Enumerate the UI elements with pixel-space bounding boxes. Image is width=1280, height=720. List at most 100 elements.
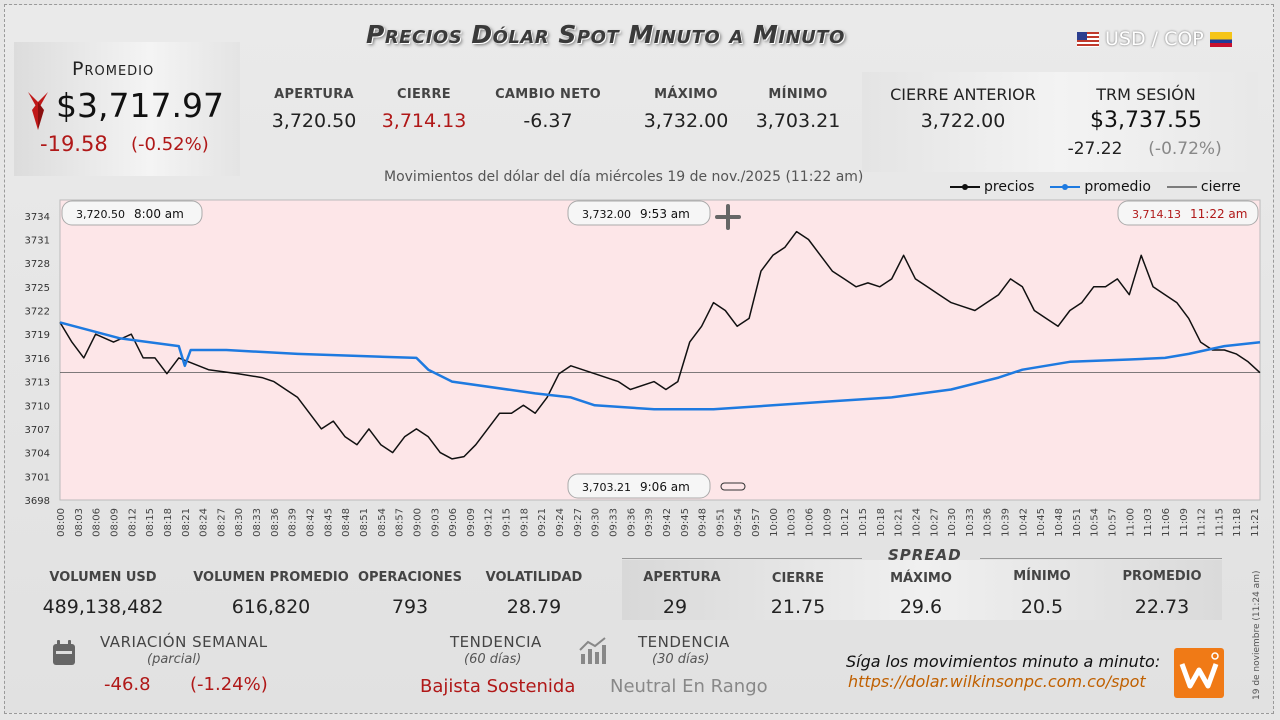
volumen-usd-label: VOLUMEN USD xyxy=(49,570,157,585)
x-tick-label: 11:00 xyxy=(1125,508,1136,537)
annotation-time: 9:53 am xyxy=(640,207,690,221)
annotation-box xyxy=(567,473,711,499)
series-precios xyxy=(59,230,1261,460)
spread-minimo-value: 20.5 xyxy=(1020,596,1064,618)
x-tick-label: 10:57 xyxy=(1107,508,1118,537)
x-tick-label: 08:30 xyxy=(234,508,245,537)
variacion-semanal-sub: (parcial) xyxy=(147,652,202,667)
x-tick-label: 09:45 xyxy=(680,508,691,537)
x-tick-label: 10:45 xyxy=(1036,508,1047,537)
plot-area xyxy=(59,199,1261,501)
x-tick-label: 10:24 xyxy=(911,508,922,537)
x-tick-label: 08:36 xyxy=(270,508,281,537)
x-tick-label: 10:42 xyxy=(1018,508,1029,537)
x-tick-label: 08:00 xyxy=(56,508,67,537)
currency-pair: USD / COP xyxy=(1077,28,1232,50)
y-tick-label: 3722 xyxy=(25,307,50,318)
x-tick-label: 11:09 xyxy=(1179,508,1190,537)
annotation-box xyxy=(1117,200,1259,226)
promedio-panel xyxy=(14,42,240,176)
minimum-marker xyxy=(720,482,746,491)
volumen-promedio-value: 616,820 xyxy=(231,596,311,618)
stat-cierre-label: CIERRE xyxy=(397,87,451,102)
x-tick-label: 10:39 xyxy=(1001,508,1012,537)
x-tick-label: 10:33 xyxy=(965,508,976,537)
promedio-value: $3,717.97 xyxy=(56,86,224,125)
x-tick-label: 09:57 xyxy=(751,508,762,537)
x-tick-label: 08:42 xyxy=(306,508,317,537)
spread-maximo-label: MÁXIMO xyxy=(890,571,952,586)
x-tick-label: 10:00 xyxy=(769,508,780,537)
spread-promedio-value: 22.73 xyxy=(1134,596,1190,618)
currency-pair-label: USD / COP xyxy=(1105,28,1204,50)
spread-title: SPREAD xyxy=(888,546,962,564)
x-tick-label: 10:18 xyxy=(876,508,887,537)
stat-cambio-neto-label: CAMBIO NETO xyxy=(495,87,601,102)
x-tick-label: 08:48 xyxy=(341,508,352,537)
tendencia-60-value: Bajista Sostenida xyxy=(420,676,576,697)
variacion-semanal-value: -46.8 xyxy=(104,674,151,695)
tendencia-30-sub: (30 días) xyxy=(652,652,710,667)
spread-divider-right xyxy=(980,558,1222,559)
stat-maximo-label: MÁXIMO xyxy=(654,87,718,102)
price-chart: 3698 3701 3704 3707 3710 3713 3716 3719 3722 3725… xyxy=(25,199,1261,537)
x-tick-label: 11:21 xyxy=(1250,508,1261,537)
x-tick-label: 09:36 xyxy=(626,508,637,537)
tendencia-60-sub: (60 días) xyxy=(464,652,522,667)
x-tick-label: 11:15 xyxy=(1214,508,1225,537)
x-tick-label: 08:33 xyxy=(252,508,263,537)
legend-precios-label: precios xyxy=(984,179,1035,195)
x-tick-label: 09:24 xyxy=(555,508,566,537)
annotation-box xyxy=(567,200,711,226)
website-link[interactable]: https://dolar.wilkinsonpc.com.co/spot xyxy=(848,672,1146,691)
trend-chart-icon xyxy=(579,637,606,664)
x-tick-label: 08:57 xyxy=(395,508,406,537)
x-tick-label: 08:21 xyxy=(181,508,192,537)
down-arrow-icon xyxy=(28,92,48,130)
cierre-anterior-value: 3,722.00 xyxy=(920,110,1006,132)
spread-cierre-value: 21.75 xyxy=(770,596,826,618)
x-tick-label: 10:09 xyxy=(822,508,833,537)
x-tick-label: 08:03 xyxy=(74,508,85,537)
x-tick-label: 09:33 xyxy=(608,508,619,537)
colombia-flag-icon xyxy=(1209,31,1232,47)
spread-divider-left xyxy=(622,558,862,559)
x-tick-label: 09:39 xyxy=(644,508,655,537)
stat-minimo-label: MÍNIMO xyxy=(768,87,828,102)
x-tick-label: 10:27 xyxy=(929,508,940,537)
x-tick-label: 11:03 xyxy=(1143,508,1154,537)
y-tick-label: 3731 xyxy=(25,235,50,246)
x-tick-label: 08:24 xyxy=(199,508,210,537)
us-flag-icon xyxy=(1077,31,1099,47)
volumen-usd-value: 489,138,482 xyxy=(42,596,164,618)
promedio-change: -19.58 xyxy=(40,132,108,156)
stat-maximo-value: 3,732.00 xyxy=(643,110,729,132)
calendar-icon xyxy=(53,640,75,665)
x-tick-label: 10:03 xyxy=(787,508,798,537)
wilkinson-logo-icon xyxy=(1174,648,1224,698)
x-tick-label: 10:51 xyxy=(1072,508,1083,537)
y-tick-label: 3713 xyxy=(25,378,50,389)
x-tick-label: 10:30 xyxy=(947,508,958,537)
spread-apertura-label: APERTURA xyxy=(643,570,721,585)
x-tick-label: 10:36 xyxy=(983,508,994,537)
annotation-time: 9:06 am xyxy=(640,480,690,494)
x-tick-label: 11:12 xyxy=(1197,508,1208,537)
timestamp-stamp: 19 de noviembre (11:24 am) xyxy=(1252,570,1262,700)
promedio-label: Promedio xyxy=(72,58,155,80)
volumen-promedio-label: VOLUMEN PROMEDIO xyxy=(193,570,349,585)
x-tick-label: 11:06 xyxy=(1161,508,1172,537)
trm-value: $3,737.55 xyxy=(1090,108,1202,133)
x-tick-label: 10:48 xyxy=(1054,508,1065,537)
legend-precios: precios xyxy=(950,179,1034,195)
x-tick-label: 08:12 xyxy=(127,508,138,537)
operaciones-value: 793 xyxy=(391,596,429,618)
promedio-change-pct: (-0.52%) xyxy=(131,134,209,155)
x-tick-label: 09:15 xyxy=(502,508,513,537)
annotation-price: 3,714.13 xyxy=(1132,208,1181,221)
legend-cierre-label: cierre xyxy=(1200,179,1241,195)
legend-promedio-label: promedio xyxy=(1084,179,1151,195)
series-promedio xyxy=(59,321,1261,411)
x-tick-label: 08:51 xyxy=(359,508,370,537)
stat-cierre-value: 3,714.13 xyxy=(381,110,467,132)
